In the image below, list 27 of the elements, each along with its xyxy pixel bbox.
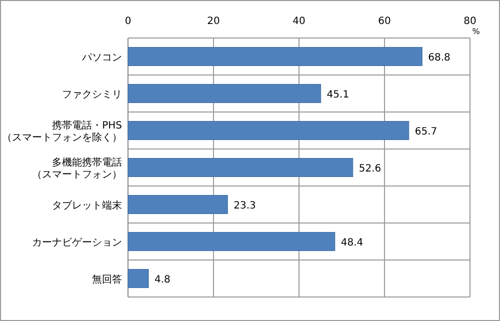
- y-tick-label: ファクシミリ: [62, 90, 122, 100]
- data-label: 48.4: [340, 238, 364, 248]
- bar: [128, 232, 336, 251]
- x-tick-label: 0: [124, 16, 132, 27]
- y-tick-label: 多機能携帯電話（スマートフォン）: [32, 156, 122, 180]
- x-tick-label: 80: [464, 16, 476, 27]
- data-label: 23.3: [234, 200, 256, 212]
- x-axis-title: %: [472, 27, 480, 36]
- bar: [128, 47, 422, 66]
- bar: [128, 84, 322, 103]
- data-label: 52.6: [358, 164, 382, 174]
- y-tick-label: カーナビゲーション: [32, 238, 122, 248]
- x-tick-label: 60: [378, 16, 391, 27]
- bar: [128, 269, 149, 288]
- bar: [128, 195, 228, 214]
- x-tick-label: 40: [292, 16, 306, 27]
- y-tick-label: タブレット端末: [52, 200, 122, 212]
- bar: [128, 121, 410, 140]
- data-label: 68.8: [428, 52, 450, 64]
- data-label: 45.1: [326, 90, 350, 100]
- data-label: 65.7: [414, 126, 438, 138]
- data-label: 4.8: [154, 274, 170, 286]
- y-tick-label: パソコン: [81, 52, 122, 64]
- x-tick-label: 20: [207, 16, 220, 27]
- y-tick-label: 携帯電話・PHS（スマートフォンを除く）: [2, 120, 122, 144]
- bar: [128, 158, 354, 177]
- y-tick-label: 無回答: [92, 274, 122, 286]
